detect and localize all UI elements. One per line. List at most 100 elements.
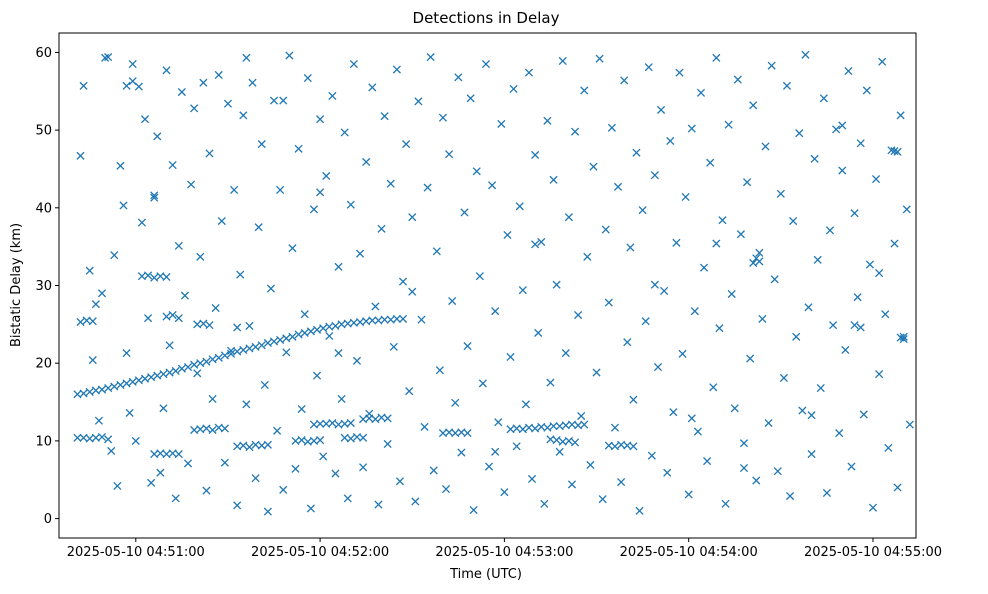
data-point [884,443,893,452]
data-point [405,387,414,396]
data-point [905,420,914,429]
data-point [604,298,613,307]
data-point [420,422,429,431]
data-point [527,474,537,484]
data-point [116,380,125,390]
data-point [337,394,346,403]
data-point [678,349,687,358]
data-point [165,341,174,350]
data-point [134,376,143,385]
data-point [316,188,325,197]
data-point [601,225,610,234]
data-point [825,226,835,235]
data-point [752,476,761,485]
data-point [199,319,208,328]
data-point [230,185,239,194]
data-point [202,486,211,495]
data-point [613,182,623,191]
data-point [558,56,567,66]
data-point [610,423,620,432]
data-point [457,448,466,457]
data-point [263,338,272,348]
data-point [162,312,171,321]
data-point [306,504,315,513]
data-point [829,321,838,330]
data-point [656,105,666,114]
data-point [153,132,162,141]
data-point [245,321,254,330]
data-point [245,344,254,353]
data-point [233,323,242,332]
data-point [807,450,816,459]
data-point [838,121,847,130]
data-point [316,436,325,445]
x-tick-label: 2025-05-10 04:51:00 [67,545,205,560]
data-point [417,315,426,324]
data-point [899,332,908,341]
data-point [239,111,248,120]
data-point [359,433,368,442]
data-point [850,321,859,330]
data-point [328,91,337,100]
data-point [346,434,355,443]
data-point [868,503,878,512]
data-point [426,53,435,62]
data-point [368,316,377,325]
data-point [226,349,236,358]
data-point [346,200,355,209]
data-point [570,127,580,136]
data-point [199,78,208,87]
data-point [328,418,337,428]
data-point [150,191,159,200]
data-point [902,205,911,214]
data-point [561,349,570,358]
data-point [564,213,573,222]
data-point [368,83,377,92]
data-point [887,146,896,155]
data-point [251,474,260,483]
data-point [208,355,217,364]
data-point [564,436,573,445]
data-point [543,423,552,432]
data-point [110,251,119,260]
data-point [398,314,408,323]
data-point [316,115,325,124]
data-point [804,303,813,312]
data-point [739,464,749,473]
data-point [380,315,389,324]
data-point [838,166,847,175]
data-point [438,113,448,122]
data-point [521,400,530,409]
x-axis-label: Time (UTC) [449,567,522,582]
data-point [500,488,509,497]
data-point [773,467,782,476]
data-point [137,218,146,227]
chart-title: Detections in Delay [413,9,560,27]
data-point [445,150,454,159]
data-point [297,436,306,445]
data-point [331,321,340,330]
data-point [220,424,229,433]
data-point [190,104,199,113]
data-point [312,371,322,380]
data-point [758,314,767,323]
data-point [288,244,297,253]
data-point [294,330,303,339]
x-tick-label: 2025-05-10 04:54:00 [620,545,758,560]
data-point [171,366,180,376]
data-point [669,408,678,417]
data-point [896,111,905,120]
data-point [389,342,398,351]
data-point [650,280,659,289]
data-point [813,255,822,264]
data-point [233,501,242,510]
data-point [217,216,226,226]
data-point [488,181,497,190]
data-point [632,148,641,157]
data-point [79,389,88,398]
data-point [598,495,607,504]
data-point [856,139,865,148]
data-point [386,179,395,188]
data-point [220,458,229,467]
